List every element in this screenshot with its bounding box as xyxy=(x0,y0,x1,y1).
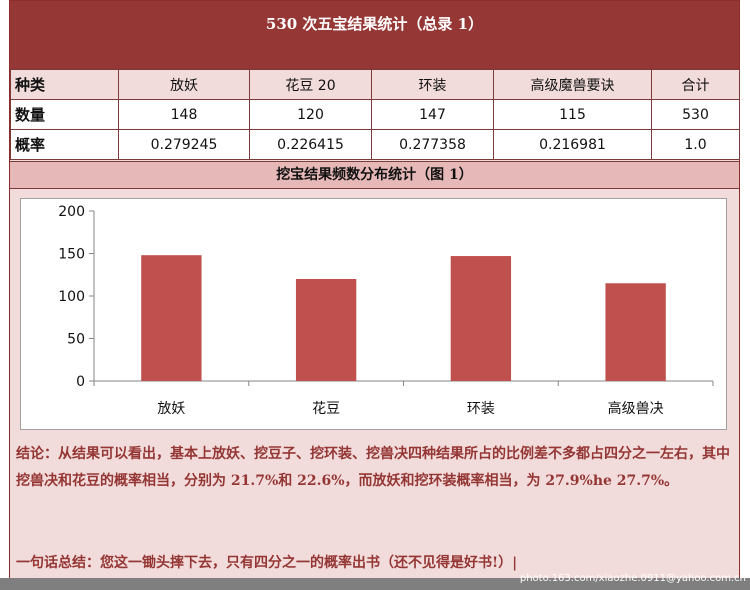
y-tick-label: 150 xyxy=(58,247,85,263)
page-title: 530 次五宝结果统计（总录 1） xyxy=(10,1,739,69)
bar xyxy=(295,279,357,381)
chart-svg: 0 50 100 150 200 放妖 花豆 环装 高级兽决 xyxy=(58,204,714,417)
table-cell: 0.226415 xyxy=(249,129,372,160)
chart-subtitle: 挖宝结果频数分布统计（图 1） xyxy=(10,161,739,189)
table-row: 数量 148 120 147 115 530 xyxy=(10,99,740,130)
conclusion-paragraph: 结论：从结果可以看出，基本上放妖、挖豆子、挖环装、挖兽决四种结果所占的比例差不多… xyxy=(16,446,730,489)
table-cell: 0.277358 xyxy=(371,129,494,160)
table-header-row: 种类 放妖 花豆 20 环装 高级魔兽要诀 合计 xyxy=(10,69,740,100)
y-tick-label: 200 xyxy=(58,204,85,220)
table-header-cell: 放妖 xyxy=(118,69,250,100)
x-tick-label: 花豆 xyxy=(312,401,340,417)
x-tick-label: 放妖 xyxy=(157,401,185,417)
table-header-cell: 花豆 20 xyxy=(249,69,372,100)
table-cell: 115 xyxy=(493,99,652,130)
watermark: photo.163.com/xiaozhe.0911@yahoo.com.cn xyxy=(519,573,746,584)
table-header-cell: 种类 xyxy=(10,69,119,100)
conclusion-text: 结论：从结果可以看出，基本上放妖、挖豆子、挖环装、挖兽决四种结果所占的比例差不多… xyxy=(16,441,741,495)
report-panel: 530 次五宝结果统计（总录 1） 种类 放妖 花豆 20 环装 高级魔兽要诀 … xyxy=(9,0,740,583)
table-cell: 148 xyxy=(118,99,250,130)
table-cell: 147 xyxy=(371,99,494,130)
summary-text: 一句话总结：您这一锄头摔下去，只有四分之一的概率出书（还不见得是好书!）| xyxy=(16,555,518,571)
table-header-cell: 合计 xyxy=(651,69,740,100)
table-cell: 数量 xyxy=(10,99,119,130)
stats-table: 种类 放妖 花豆 20 环装 高级魔兽要诀 合计 数量 148 120 147 … xyxy=(10,69,740,160)
bar xyxy=(450,256,512,381)
table-cell: 0.279245 xyxy=(118,129,250,160)
bar xyxy=(605,283,666,381)
y-tick-label: 50 xyxy=(67,332,85,348)
x-tick-label: 环装 xyxy=(467,401,495,417)
table-cell: 1.0 xyxy=(651,129,740,160)
table-cell: 120 xyxy=(249,99,372,130)
table-header-cell: 环装 xyxy=(371,69,494,100)
table-row: 概率 0.279245 0.226415 0.277358 0.216981 1… xyxy=(10,129,740,160)
table-cell: 530 xyxy=(651,99,740,130)
table-header-cell: 高级魔兽要诀 xyxy=(493,69,652,100)
x-tick-label: 高级兽决 xyxy=(608,400,664,417)
y-tick-label: 100 xyxy=(58,289,85,305)
table-cell: 0.216981 xyxy=(493,129,652,160)
table-cell: 概率 xyxy=(10,129,119,160)
bar-chart: 0 50 100 150 200 放妖 花豆 环装 高级兽决 xyxy=(20,198,727,430)
bar xyxy=(141,255,202,381)
y-tick-label: 0 xyxy=(76,374,85,390)
footer-bar xyxy=(0,578,750,590)
